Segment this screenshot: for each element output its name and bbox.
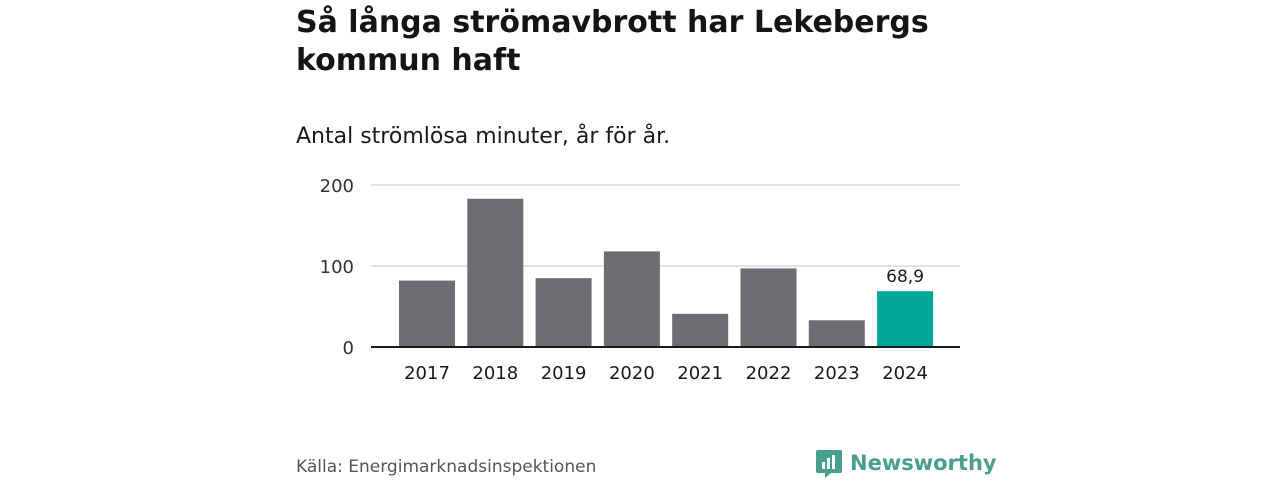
x-tick-label-2017: 2017 — [404, 363, 450, 384]
bar-2018 — [467, 198, 524, 347]
brand-logo[interactable]: Newsworthy — [816, 446, 997, 480]
bar-2021 — [672, 313, 729, 347]
bar-2024 — [877, 291, 934, 347]
x-tick-label-2022: 2022 — [746, 363, 792, 384]
x-tick-label-2019: 2019 — [541, 363, 587, 384]
x-tick-label-2024: 2024 — [882, 363, 928, 384]
x-tick-label-2020: 2020 — [609, 363, 655, 384]
y-tick-label-0: 0 — [343, 338, 354, 359]
chart-title: Så långa strömavbrott har Lekebergs komm… — [296, 5, 929, 78]
bar-2020 — [603, 251, 660, 347]
source-note: Källa: Energimarknadsinspektionen — [296, 457, 597, 477]
chart-container: Så långa strömavbrott har Lekebergs komm… — [296, 0, 997, 480]
bar-2023 — [808, 320, 865, 347]
x-tick-label-2018: 2018 — [472, 363, 518, 384]
chart-subtitle: Antal strömlösa minuter, år för år. — [296, 124, 671, 149]
bar-2017 — [399, 280, 455, 347]
x-tick-label-2021: 2021 — [677, 363, 723, 384]
newsworthy-logo-icon — [816, 450, 842, 478]
bar-2019 — [535, 278, 592, 347]
data-label-2024: 68,9 — [886, 267, 924, 287]
bar-chart: 0 100 200 2017 2018 2019 2020 2021 2022 2023 2024 6… — [320, 176, 960, 384]
brand-name: Newsworthy — [850, 451, 997, 475]
x-tick-label-2023: 2023 — [814, 363, 860, 384]
y-tick-label-200: 200 — [320, 176, 354, 197]
bar-2022 — [740, 268, 797, 347]
y-tick-label-100: 100 — [320, 257, 354, 278]
